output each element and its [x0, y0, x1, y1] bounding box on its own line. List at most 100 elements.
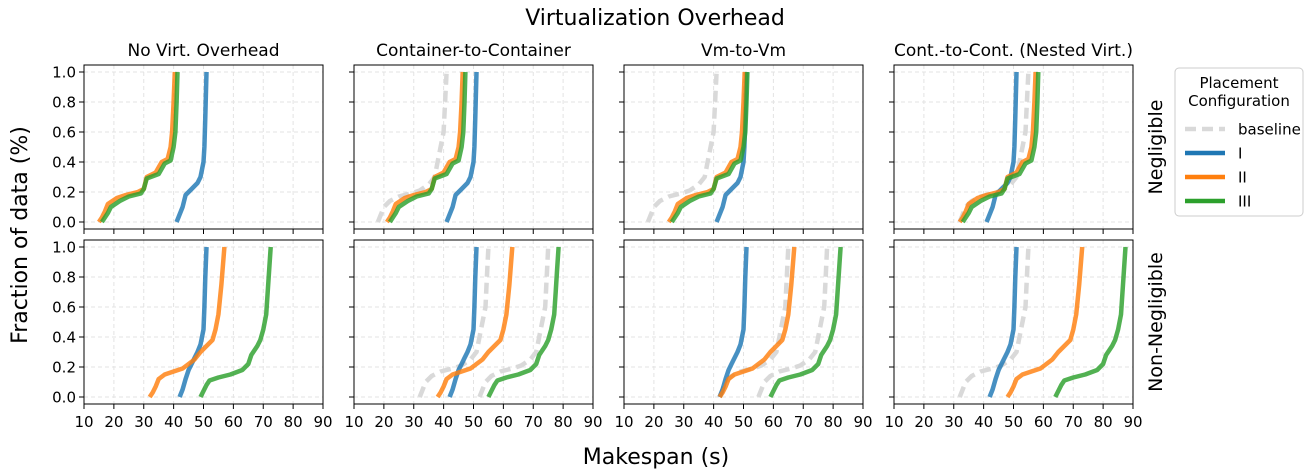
series-line-i — [447, 246, 479, 398]
series-line-baseline — [957, 246, 1031, 398]
x-tick-label: 90 — [313, 413, 332, 431]
series-line-iii — [669, 71, 750, 224]
x-tick-label: 10 — [74, 413, 93, 431]
x-tick-label: 10 — [614, 413, 633, 431]
x-tick-label: 40 — [434, 413, 453, 431]
x-tick-label: 60 — [494, 413, 513, 431]
series-line-ii — [435, 246, 515, 399]
series-line-baseline — [417, 246, 491, 398]
y-tick-label: 1.0 — [52, 64, 76, 82]
series-line-i — [174, 71, 209, 223]
y-tick-label: 0.2 — [52, 184, 76, 202]
y-tick-label: 1.0 — [52, 239, 76, 257]
x-tick-label: 50 — [734, 413, 753, 431]
x-tick-label: 80 — [824, 413, 843, 431]
series-line-baseline — [756, 246, 830, 398]
x-tick-label: 70 — [524, 413, 543, 431]
x-tick-label: 40 — [164, 413, 183, 431]
y-tick-label: 0.8 — [52, 269, 76, 287]
x-tick-label: 30 — [404, 413, 423, 431]
series-line-baseline — [477, 246, 551, 398]
series-line-iii — [388, 71, 468, 224]
x-tick-label: 90 — [853, 413, 872, 431]
x-tick-label: 80 — [554, 413, 573, 431]
series-line-baseline — [645, 71, 719, 223]
legend-label: baseline — [1238, 121, 1301, 139]
series-line-ii — [1005, 246, 1085, 399]
x-tick-label: 20 — [104, 413, 123, 431]
x-tick-label: 40 — [704, 413, 723, 431]
col-title-3: Cont.-to-Cont. (Nested Virt.) — [894, 41, 1133, 61]
x-tick-label: 90 — [1123, 413, 1142, 431]
y-tick-label: 0.2 — [52, 359, 76, 377]
series-line-baseline — [375, 71, 449, 223]
panel-r1-c1: 10 20 30 40 50 60 70 80 90 — [344, 239, 603, 431]
series-line-i — [177, 246, 209, 398]
series-line-ii — [666, 71, 747, 224]
series-line-baseline — [717, 246, 791, 398]
y-tick-label: 0.4 — [52, 154, 76, 172]
legend-label: II — [1238, 169, 1247, 187]
panel-r0-c3 — [889, 64, 1134, 234]
x-tick-label: 50 — [1004, 413, 1023, 431]
y-tick-label: 0.0 — [52, 389, 76, 407]
legend-label: III — [1238, 193, 1251, 211]
x-tick-label: 30 — [944, 413, 963, 431]
x-tick-label: 60 — [1034, 413, 1053, 431]
y-tick-label: 0.8 — [52, 94, 76, 112]
panel-r1-c0: 0.0 0.2 0.4 0.6 0.8 1.0 10 20 30 40 50 60 70 80 90 — [52, 239, 332, 432]
legend-label: I — [1238, 145, 1242, 163]
series-line-ii — [147, 246, 227, 399]
x-tick-label: 10 — [884, 413, 903, 431]
panel-r1-c2: 10 20 30 40 50 60 70 80 90 — [614, 239, 873, 431]
x-tick-label: 70 — [254, 413, 273, 431]
legend-title-line1: Placement — [1199, 74, 1278, 92]
x-tick-label: 30 — [134, 413, 153, 431]
x-tick-label: 20 — [374, 413, 393, 431]
x-tick-label: 80 — [1094, 413, 1113, 431]
series-line-iii — [486, 246, 561, 399]
series-line-iii — [960, 71, 1041, 224]
x-tick-label: 70 — [1064, 413, 1083, 431]
x-tick-label: 90 — [583, 413, 602, 431]
figure-title: Virtualization Overhead — [525, 6, 785, 31]
panels: 0.0 0.2 0.4 0.6 0.8 1.0 0.0 0.2 0.4 0.6 0.8 1.0 10 20… — [52, 64, 1142, 432]
series-line-i — [444, 71, 479, 223]
col-title-2: Vm-to-Vm — [701, 41, 786, 61]
col-title-0: No Virt. Overhead — [128, 41, 280, 61]
panel-r1-c3: 10 20 30 40 50 60 70 80 90 — [884, 239, 1143, 431]
x-tick-label: 50 — [194, 413, 213, 431]
series-line-ii — [385, 71, 465, 224]
row-title-1: Non-Negligible — [1145, 252, 1167, 392]
x-tick-label: 20 — [914, 413, 933, 431]
series-line-iii — [100, 71, 180, 224]
x-tick-label: 80 — [284, 413, 303, 431]
x-tick-label: 10 — [344, 413, 363, 431]
x-axis-label: Makespan (s) — [583, 445, 729, 470]
legend-title-line2: Configuration — [1188, 92, 1290, 110]
series-line-iii — [198, 246, 273, 399]
row-title-0: Negligible — [1145, 100, 1167, 195]
panel-r0-c0: 0.0 0.2 0.4 0.6 0.8 1.0 — [52, 64, 324, 234]
x-tick-label: 60 — [764, 413, 783, 431]
series-line-i — [984, 71, 1019, 223]
series-line-ii — [717, 246, 797, 399]
y-tick-label: 0.4 — [52, 329, 76, 347]
panel-r0-c2 — [619, 64, 864, 234]
series-line-ii — [97, 71, 178, 224]
y-tick-label: 0.0 — [52, 214, 76, 232]
series-line-i — [987, 246, 1019, 398]
x-tick-label: 70 — [794, 413, 813, 431]
y-tick-label: 0.6 — [52, 124, 76, 142]
x-tick-label: 60 — [224, 413, 243, 431]
series-line-iii — [1053, 246, 1128, 399]
series-line-i — [717, 246, 749, 398]
y-axis-label: Fraction of data (%) — [8, 126, 33, 344]
x-tick-label: 40 — [974, 413, 993, 431]
x-tick-label: 20 — [644, 413, 663, 431]
col-title-1: Container-to-Container — [376, 41, 571, 61]
x-tick-label: 30 — [674, 413, 693, 431]
